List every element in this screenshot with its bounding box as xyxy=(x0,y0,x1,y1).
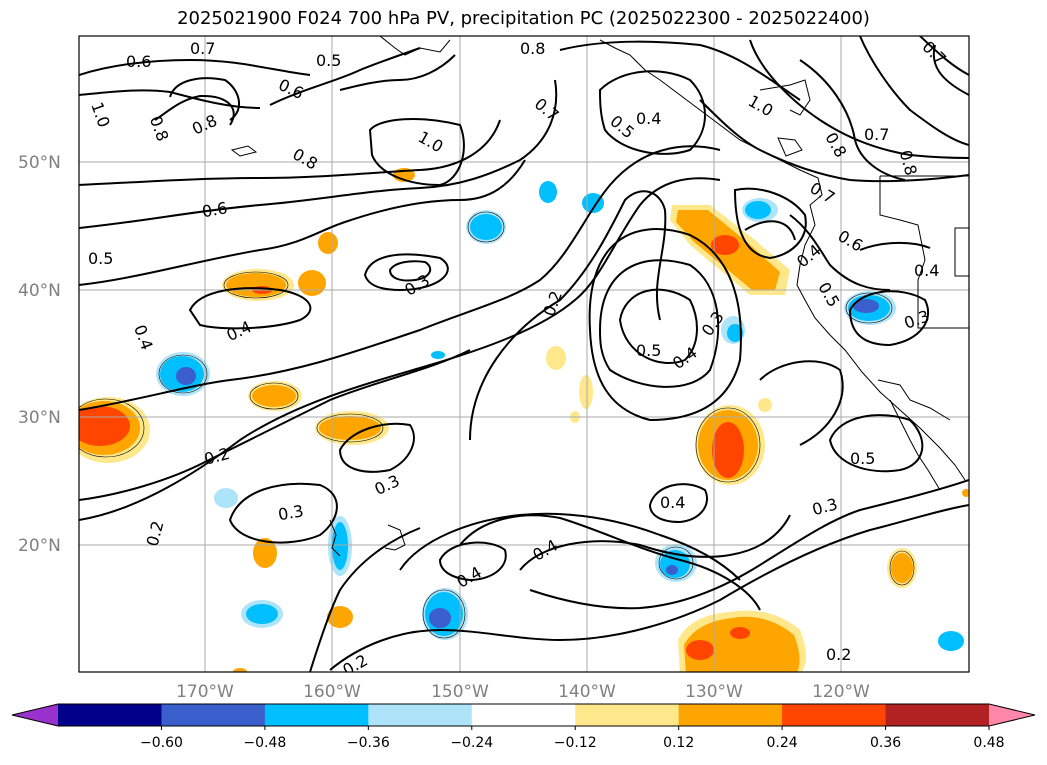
contour-label: 0.5 xyxy=(636,341,661,360)
lat-label: 40°N xyxy=(18,281,61,301)
colorbar-segment xyxy=(368,704,473,726)
colorbar-tick-label: −0.48 xyxy=(243,735,286,751)
pv-contours xyxy=(79,36,969,672)
lon-label: 130°W xyxy=(685,682,743,702)
colorbar-tick-label: 0.24 xyxy=(767,735,798,751)
map-frame xyxy=(78,35,970,673)
lat-label: 20°N xyxy=(18,536,61,556)
lon-label: 170°W xyxy=(176,682,234,702)
lon-label: 140°W xyxy=(558,682,616,702)
colorbar-tick-label: −0.24 xyxy=(450,735,493,751)
precipitation-shading xyxy=(79,168,969,672)
colorbar-segment xyxy=(575,704,680,726)
colorbar-segment xyxy=(58,704,162,726)
contour-label: 0.3 xyxy=(277,501,305,524)
colorbar-segment xyxy=(471,704,576,726)
colorbar-segments xyxy=(58,704,990,726)
colorbar-tick-label: −0.36 xyxy=(347,735,390,751)
contour-label: 0.5 xyxy=(88,249,113,268)
colorbar-segment xyxy=(678,704,783,726)
colorbar-tick-label: −0.60 xyxy=(140,735,183,751)
lon-label: 150°W xyxy=(431,682,489,702)
contour-label: 0.4 xyxy=(660,493,685,512)
lat-label: 50°N xyxy=(18,153,61,173)
contour-label: 0.8 xyxy=(520,39,545,58)
contour-label: 0.5 xyxy=(850,449,875,468)
contour-label: 0.4 xyxy=(914,261,939,280)
colorbar-tick-label: 0.36 xyxy=(870,735,901,751)
lat-label: 30°N xyxy=(18,408,61,428)
lon-label: 120°W xyxy=(812,682,870,702)
colorbar-segment xyxy=(264,704,369,726)
precip-outlines xyxy=(79,211,915,639)
colorbar-tick-label: 0.12 xyxy=(663,735,694,751)
latitude-labels: 50°N 40°N 30°N 20°N xyxy=(18,153,61,556)
colorbar-tick-label: 0.48 xyxy=(973,735,1004,751)
colorbar-segment xyxy=(782,704,887,726)
colorbar-segment xyxy=(161,704,266,726)
longitude-labels: 170°W 160°W 150°W 140°W 130°W 120°W xyxy=(176,682,870,702)
colorbar-outline xyxy=(11,703,1036,727)
contour-label: 0.6 xyxy=(126,52,151,71)
positive-anomaly-patches xyxy=(79,168,969,672)
lon-label: 160°W xyxy=(303,682,361,702)
colorbar-extend-high xyxy=(989,704,1035,726)
colorbar-extend-low xyxy=(12,704,58,726)
contour-label: 0.2 xyxy=(826,645,851,664)
contour-label: 0.5 xyxy=(316,51,341,70)
contour-label: 0.6 xyxy=(200,198,228,221)
colorbar-ticks: −0.60 −0.48 −0.36 −0.24 −0.12 0.12 0.24 0.36 0.4… xyxy=(140,726,1005,751)
contour-label: 0.7 xyxy=(864,125,889,144)
colorbar: −0.60 −0.48 −0.36 −0.24 −0.12 0.12 0.24 0.36 0.4… xyxy=(11,703,1036,751)
contour-label: 0.4 xyxy=(636,109,661,128)
colorbar-segment xyxy=(885,704,990,726)
contour-label: 0.7 xyxy=(190,39,215,58)
map-title: 2025021900 F024 700 hPa PV, precipitatio… xyxy=(177,8,870,29)
colorbar-tick-label: −0.12 xyxy=(554,735,597,751)
